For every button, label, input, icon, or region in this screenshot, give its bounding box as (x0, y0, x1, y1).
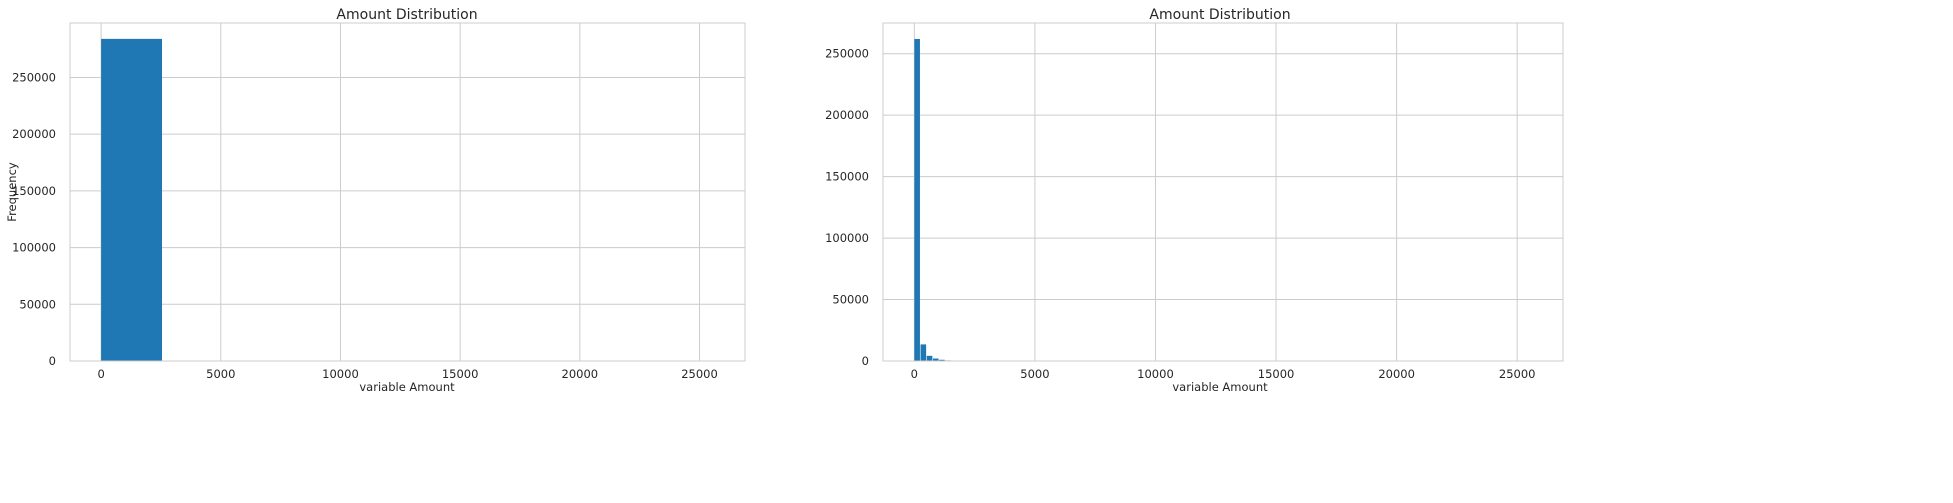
y-tick-label: 250000 (12, 70, 56, 84)
x-tick-label: 20000 (1378, 367, 1415, 381)
y-tick-label: 200000 (12, 127, 56, 141)
plot-frame (883, 23, 1563, 361)
x-tick-label: 15000 (442, 367, 479, 381)
x-tick-label: 20000 (562, 367, 599, 381)
histogram-bar (914, 39, 920, 361)
x-tick-label: 0 (911, 367, 918, 381)
y-tick-label: 0 (49, 354, 56, 368)
y-tick-label: 100000 (12, 241, 56, 255)
y-tick-label: 0 (862, 354, 869, 368)
histogram-bar (927, 356, 933, 361)
y-tick-label: 100000 (825, 231, 869, 245)
y-tick-label: 50000 (19, 297, 56, 311)
x-tick-label: 25000 (1499, 367, 1536, 381)
x-tick-label: 15000 (1258, 367, 1295, 381)
histogram-bar (921, 344, 927, 361)
x-tick-label: 10000 (1137, 367, 1174, 381)
x-axis-label: variable Amount (1172, 380, 1268, 394)
y-tick-label: 200000 (825, 108, 869, 122)
histogram-left: Amount Distribution 0 5000 10000 15000 20000… (5, 7, 745, 394)
x-tick-label: 0 (97, 367, 104, 381)
x-tick-label: 10000 (322, 367, 359, 381)
y-tick-label: 250000 (825, 47, 869, 61)
histogram-bar (101, 39, 162, 361)
y-tick-label: 150000 (825, 170, 869, 184)
x-axis-label: variable Amount (359, 380, 455, 394)
x-tick-label: 25000 (681, 367, 718, 381)
x-tick-label: 5000 (1020, 367, 1049, 381)
x-tick-label: 5000 (206, 367, 235, 381)
plot-frame (70, 23, 745, 361)
y-tick-label: 50000 (832, 293, 869, 307)
histogram-right: Amount Distribution 0 5000 10000 15000 20000… (825, 7, 1563, 394)
chart-title: Amount Distribution (1149, 7, 1290, 23)
chart-title: Amount Distribution (336, 7, 477, 23)
y-axis-label: Frequency (5, 162, 19, 222)
